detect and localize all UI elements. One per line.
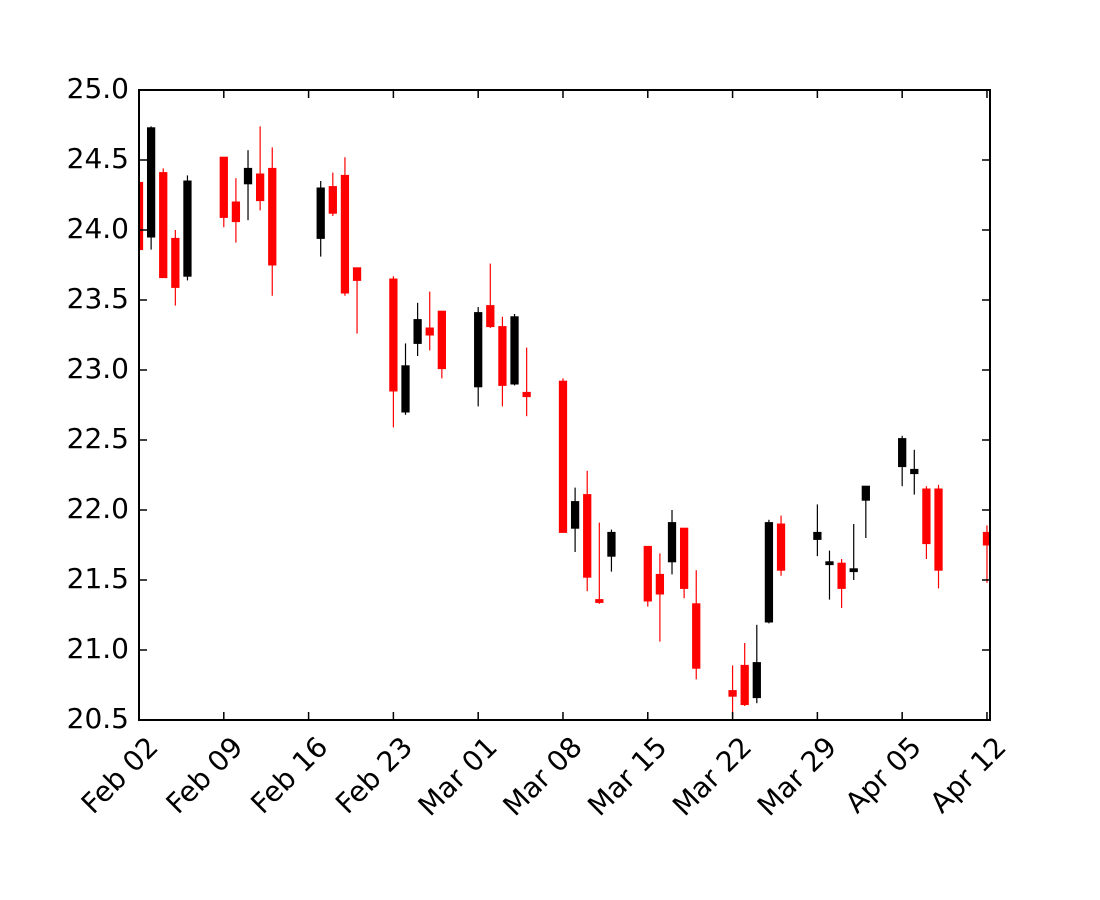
candle-body (982, 531, 990, 546)
x-tick-label: Mar 08 (496, 730, 588, 822)
y-tick-label: 22.0 (67, 492, 129, 525)
candle-body (425, 327, 434, 336)
candle-body (728, 690, 737, 697)
candle-body (437, 310, 446, 370)
candle-body (498, 326, 507, 386)
candle-body (898, 438, 907, 468)
candle-body (583, 494, 592, 578)
candle-body (171, 237, 180, 288)
candle-body (340, 174, 350, 294)
candle-body (268, 167, 277, 266)
candle-body (510, 316, 519, 385)
candle-body (413, 319, 422, 344)
x-tick-label: Mar 29 (751, 730, 843, 822)
x-tick-label: Mar 22 (666, 730, 758, 822)
candle-body (474, 312, 483, 388)
candle-body (159, 172, 168, 279)
candle-body (243, 167, 253, 185)
candle-body (570, 501, 580, 529)
x-tick-label: Feb 16 (244, 730, 334, 820)
candle-body (486, 305, 495, 328)
candle-body (764, 522, 774, 623)
candle-body (219, 156, 228, 218)
candle-body (522, 391, 531, 398)
candle-body (352, 267, 362, 281)
x-tick-label: Feb 23 (329, 730, 419, 820)
candle-body (740, 664, 749, 706)
candle-body (922, 488, 931, 545)
y-tick-label: 21.0 (67, 632, 129, 665)
candle-body (837, 562, 846, 589)
candle-body (849, 568, 858, 573)
candle-body (328, 186, 337, 214)
candle-body (934, 488, 943, 571)
plot-area (139, 126, 990, 719)
candle-body (679, 527, 689, 589)
candle-body (183, 180, 192, 277)
x-tick-label: Feb 02 (75, 730, 165, 820)
y-tick-label: 23.0 (67, 352, 129, 385)
x-tick-label: Apr 05 (839, 730, 928, 819)
candle-body (667, 522, 677, 563)
candle-body (316, 187, 325, 239)
candle-body (595, 599, 604, 603)
y-tick-label: 20.5 (67, 702, 129, 735)
candle-body (825, 561, 834, 566)
x-tick-label: Mar 15 (581, 730, 673, 822)
candle-body (256, 173, 265, 202)
x-tick-label: Apr 12 (924, 730, 1013, 819)
candle-body (389, 278, 398, 392)
candle-body (813, 531, 822, 540)
y-tick-label: 21.5 (67, 562, 129, 595)
candle-body (607, 531, 616, 557)
candle-body (401, 365, 410, 413)
candle-body (558, 380, 568, 533)
y-tick-label: 24.5 (67, 142, 129, 175)
axes-frame (138, 89, 991, 721)
y-tick-label: 25.0 (67, 72, 129, 105)
candle-body (643, 545, 652, 602)
y-tick-label: 22.5 (67, 422, 129, 455)
candle-body (752, 662, 761, 699)
candle-body (776, 523, 786, 571)
candle-body (910, 468, 919, 475)
y-tick-label: 24.0 (67, 212, 129, 245)
x-tick-label: Feb 09 (160, 730, 250, 820)
candle-body (231, 201, 241, 223)
x-tick-label: Mar 01 (412, 730, 504, 822)
y-tick-label: 23.5 (67, 282, 129, 315)
candle-body (861, 485, 870, 501)
candle-body (655, 573, 665, 595)
candle-body (139, 181, 144, 251)
candle-body (146, 127, 156, 238)
candle-body (692, 603, 701, 669)
